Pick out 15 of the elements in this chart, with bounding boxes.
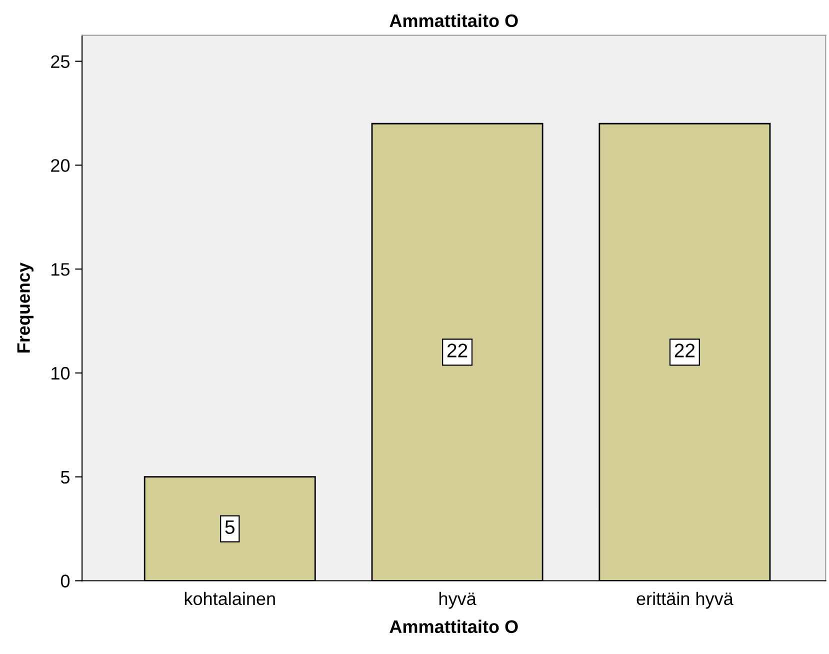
x-tick-label: erittäin hyvä: [636, 592, 734, 609]
y-tick-label: 0: [60, 574, 70, 588]
y-axis-title: Frequency: [17, 262, 34, 352]
chart-title: Ammattitaito O: [390, 14, 518, 28]
y-tick-label: 15: [52, 263, 70, 276]
x-axis-title: Ammattitaito O: [390, 620, 518, 634]
x-tick-label: kohtalainen: [184, 592, 275, 606]
data-label: 5: [225, 520, 234, 534]
data-label: 22: [447, 344, 468, 358]
y-tick-label: 10: [52, 366, 70, 380]
y-tick-label: 5: [60, 470, 70, 484]
y-tick-label: 20: [51, 159, 70, 172]
data-label: 22: [674, 344, 695, 358]
x-tick-label: hyvä: [439, 592, 476, 609]
y-tick-label: 25: [51, 55, 70, 68]
